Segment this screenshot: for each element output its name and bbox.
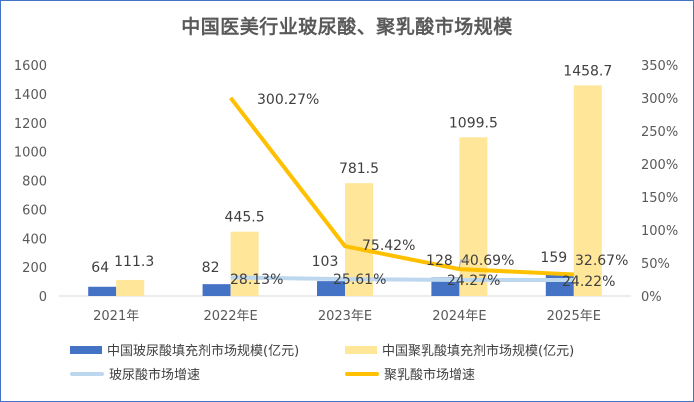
legend-swatch-ha-bar [70,345,102,354]
line-polylactic-growth [229,96,574,277]
legend-item-pla-line: 聚乳酸市场增速 [345,364,475,383]
left-axis-tick: 200 [22,261,47,276]
left-axis-tick: 1200 [14,117,47,132]
legend-item-pla-bar: 中国聚乳酸填充剂市场规模(亿元) [345,340,574,359]
left-axis-tick: 400 [22,232,47,247]
right-axis-tick: 300% [641,92,678,107]
x-axis-tick: 2021年 [93,309,139,324]
right-axis-tick: 350% [641,59,678,74]
right-axis-tick: 150% [641,191,678,206]
legend-label: 中国聚乳酸填充剂市场规模(亿元) [382,344,575,359]
legend-item-ha-line: 玻尿酸市场增速 [70,364,200,383]
left-axis-tick: 800 [22,175,47,190]
legend-swatch-pla-line [345,371,379,376]
right-axis-tick: 50% [641,257,670,272]
data-label-polylactic-growth: 40.69% [461,253,514,269]
data-label-hyaluronic-growth: 25.61% [333,272,386,288]
left-y-axis: 0 200 400 600 800 1000 1200 1400 1600 [14,59,47,305]
legend-swatch-ha-line [70,371,104,376]
data-label-polylactic: 111.3 [114,254,154,270]
data-label-polylactic: 1099.5 [449,115,498,131]
bar-polylactic-acid [116,279,145,296]
bar-series [88,85,602,297]
right-axis-tick: 100% [641,224,678,239]
legend-label: 中国玻尿酸填充剂市场规模(亿元) [107,344,300,359]
line-series [229,96,574,283]
data-label-hyaluronic: 64 [91,260,109,276]
right-axis-tick: 200% [641,158,678,173]
bar-hyaluronic-acid [88,286,117,296]
data-labels: 64 111.3 82 445.5 103 781.5 128 1099.5 159 1458.7… [91,63,628,290]
chart-title: 中国医美行业玻尿酸、聚乳酸市场规模 [181,16,513,38]
data-label-hyaluronic: 103 [312,254,339,270]
data-label-hyaluronic: 82 [202,260,220,276]
data-label-hyaluronic: 159 [540,250,567,266]
label-leader-line [458,259,470,269]
data-label-hyaluronic-growth: 24.22% [562,274,615,290]
data-label-polylactic: 445.5 [225,210,265,226]
right-y-axis: 0% 50% 100% 150% 200% 250% 300% 350% [641,59,678,305]
data-label-hyaluronic-growth: 24.27% [447,273,500,289]
legend-swatch-pla-bar [345,345,377,354]
x-axis-tick: 2022年E [203,309,257,324]
legend: 中国玻尿酸填充剂市场规模(亿元) 中国聚乳酸填充剂市场规模(亿元) 玻尿酸市场增… [70,340,650,390]
left-axis-tick: 1000 [14,146,47,161]
left-axis-tick: 1400 [14,88,47,103]
right-axis-tick: 250% [641,125,678,140]
x-axis-labels: 2021年 2022年E 2023年E 2024年E 2025年E [93,309,601,324]
data-label-hyaluronic-growth: 28.13% [230,272,283,288]
x-axis-tick: 2025年E [547,309,601,324]
data-label-polylactic-growth: 75.42% [362,238,415,254]
data-label-polylactic-growth: 32.67% [575,253,628,269]
bar-hyaluronic-acid [431,277,460,296]
legend-label: 聚乳酸市场增速 [384,368,476,383]
data-label-polylactic: 781.5 [339,161,379,177]
left-axis-tick: 600 [22,203,47,218]
line-hyaluronic-growth [230,275,574,283]
data-label-polylactic-growth: 300.27% [257,92,319,108]
legend-item-ha-bar: 中国玻尿酸填充剂市场规模(亿元) [70,340,299,359]
data-label-polylactic: 1458.7 [563,63,612,79]
left-axis-tick: 1600 [14,59,47,74]
bar-hyaluronic-acid [202,284,231,296]
bar-hyaluronic-acid [317,281,345,296]
x-axis-tick: 2024年E [432,309,486,324]
x-axis-tick: 2023年E [318,309,372,324]
data-label-hyaluronic: 128 [426,253,453,269]
right-axis-tick: 0% [641,290,662,305]
left-axis-tick: 0 [39,290,47,305]
legend-label: 玻尿酸市场增速 [109,368,201,383]
bar-polylactic-acid [573,85,602,297]
bar-polylactic-acid [230,231,259,296]
